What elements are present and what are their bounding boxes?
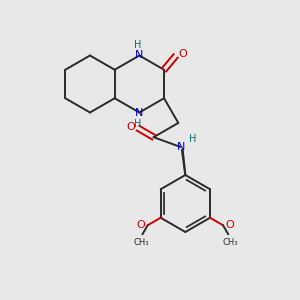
Text: N: N [135,107,144,118]
Text: H: H [189,134,197,143]
Text: O: O [225,220,234,230]
Text: O: O [137,220,146,230]
Text: CH₃: CH₃ [222,238,238,247]
Text: N: N [177,142,185,152]
Text: H: H [134,119,142,129]
Text: N: N [135,50,144,61]
Text: O: O [179,50,188,59]
Text: CH₃: CH₃ [133,238,149,247]
Text: H: H [134,40,142,50]
Text: O: O [126,122,135,132]
